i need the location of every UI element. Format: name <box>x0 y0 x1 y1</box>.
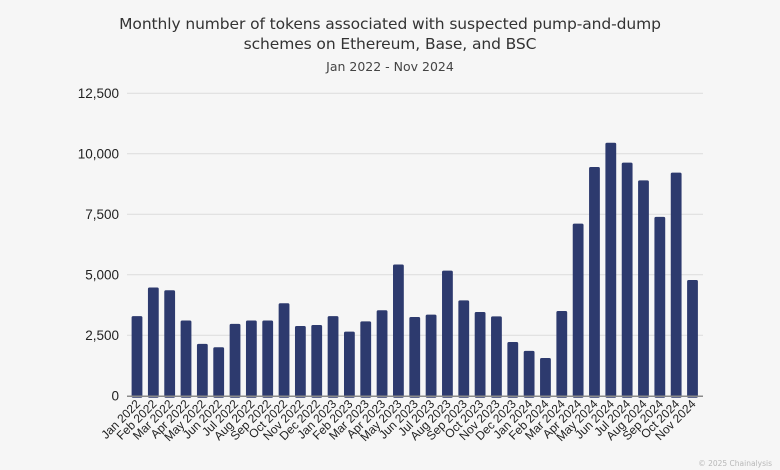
bar <box>393 264 404 398</box>
bar <box>196 343 208 398</box>
bar <box>147 287 159 398</box>
bar <box>245 320 257 398</box>
bar <box>654 216 666 398</box>
bar <box>294 326 306 398</box>
bars <box>131 142 698 398</box>
chart-subtitle: Jan 2022 - Nov 2024 <box>326 59 454 74</box>
bar <box>409 317 421 398</box>
bar <box>131 316 143 398</box>
bar <box>458 300 470 398</box>
bar <box>556 311 568 398</box>
bar <box>621 162 633 398</box>
chart-title: Monthly number of tokens associated with… <box>0 14 780 54</box>
bar <box>262 320 274 398</box>
y-tick-label: 2,500 <box>85 328 119 343</box>
y-tick-label: 0 <box>111 389 119 404</box>
bar <box>311 325 323 398</box>
bar <box>540 357 551 398</box>
y-axis-tick-labels: 0 2,500 5,000 7,500 10,000 12,500 <box>78 86 119 404</box>
gridlines <box>127 92 703 336</box>
bar <box>278 303 290 398</box>
bar <box>638 180 649 398</box>
y-tick-label: 5,000 <box>85 268 119 283</box>
bar <box>589 167 600 398</box>
bar <box>425 314 437 398</box>
bar <box>376 310 388 398</box>
y-tick-label: 10,000 <box>78 147 119 162</box>
bar <box>180 320 192 398</box>
bar <box>687 280 698 398</box>
bar <box>474 311 486 398</box>
y-tick-label: 7,500 <box>85 207 119 222</box>
y-tick-label: 12,500 <box>78 86 119 101</box>
bar <box>327 316 339 398</box>
bar <box>605 142 617 398</box>
chart-title-line-1: Monthly number of tokens associated with… <box>119 15 661 33</box>
bar <box>164 290 176 398</box>
bar <box>507 341 519 398</box>
bar <box>491 316 502 398</box>
bar <box>572 223 584 398</box>
bar <box>442 270 453 398</box>
bar <box>213 347 225 398</box>
bar <box>670 172 682 398</box>
bar <box>360 321 372 398</box>
bar <box>523 350 535 398</box>
copyright-credit: © 2025 Chainalysis <box>698 459 772 468</box>
chart-title-line-2: schemes on Ethereum, Base, and BSC <box>243 35 537 53</box>
bar <box>229 323 241 398</box>
bar <box>343 331 355 398</box>
